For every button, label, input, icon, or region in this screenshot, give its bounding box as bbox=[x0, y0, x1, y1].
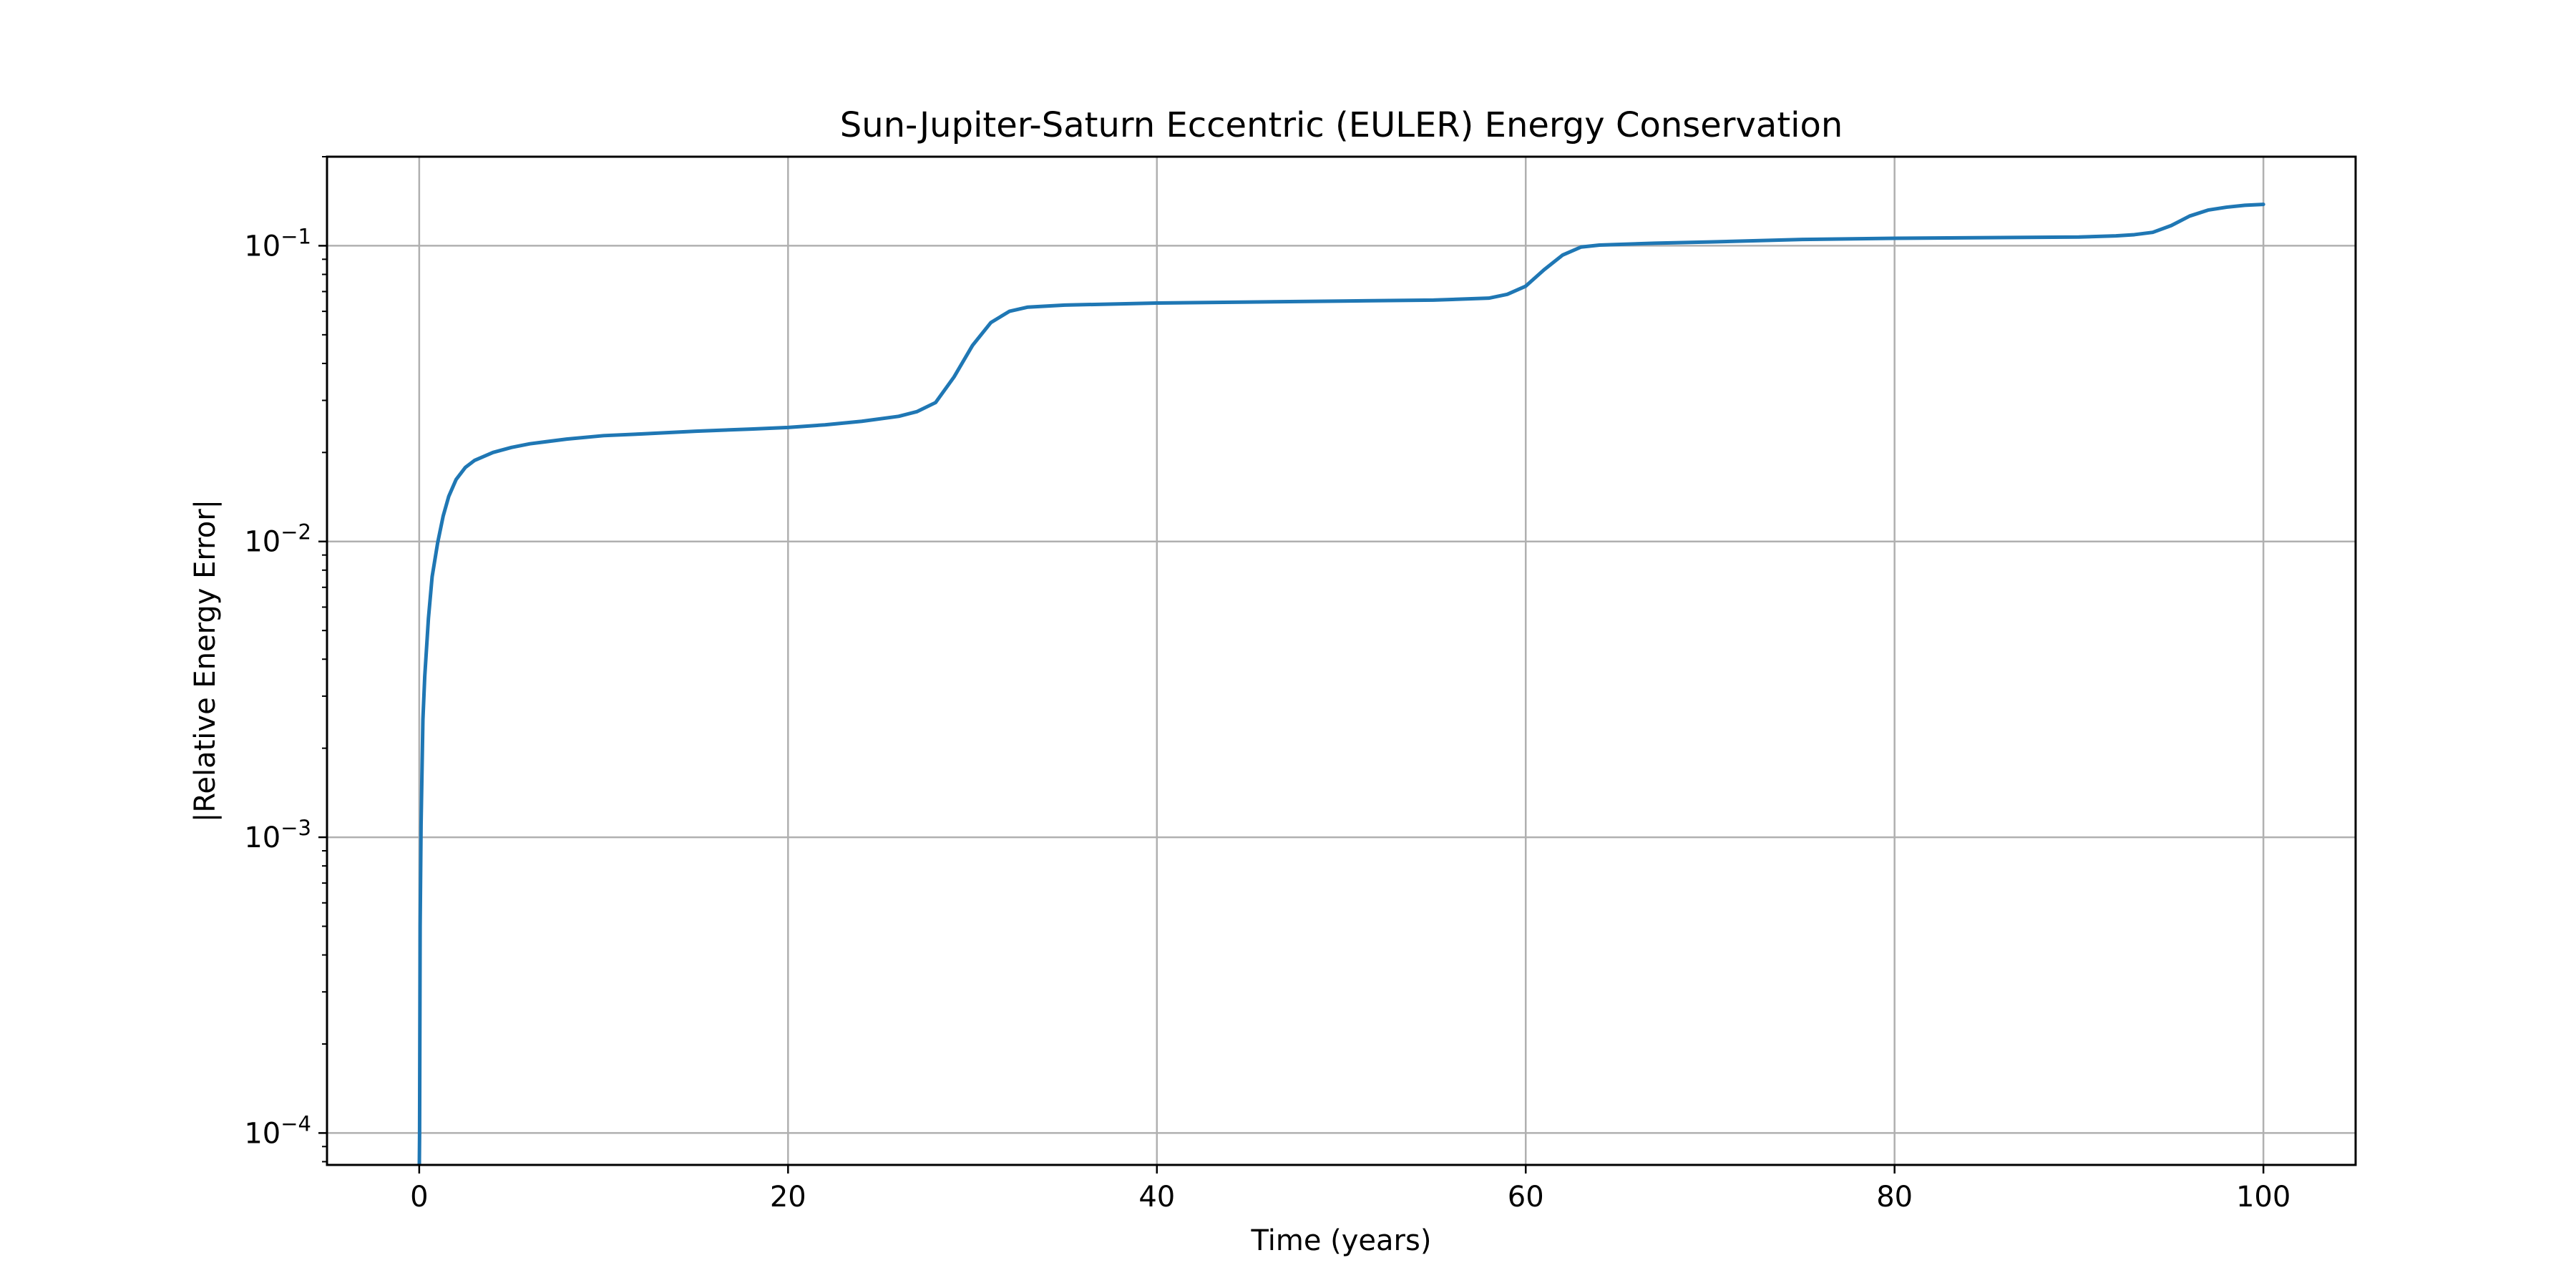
x-tick-label: 60 bbox=[1508, 1181, 1544, 1214]
x-tick-label: 20 bbox=[770, 1181, 806, 1214]
x-tick-label: 0 bbox=[410, 1181, 428, 1214]
y-tick-label: 10−4 bbox=[244, 1111, 311, 1150]
y-tick-label-exponent: −4 bbox=[280, 1111, 311, 1136]
grid bbox=[327, 157, 2356, 1165]
x-tick-label: 100 bbox=[2236, 1181, 2290, 1214]
y-tick-label-exponent: −3 bbox=[280, 816, 311, 840]
y-tick-label-base: 10 bbox=[244, 230, 280, 263]
y-tick-label: 10−2 bbox=[244, 520, 311, 559]
x-tick-label: 80 bbox=[1876, 1181, 1913, 1214]
y-tick-label-base: 10 bbox=[244, 526, 280, 559]
y-tick-label-exponent: −2 bbox=[280, 520, 311, 545]
chart-title: Sun-Jupiter-Saturn Eccentric (EULER) Ene… bbox=[840, 105, 1843, 145]
y-tick-label-base: 10 bbox=[244, 1117, 280, 1150]
y-tick-label: 10−1 bbox=[244, 224, 311, 263]
series-line bbox=[417, 203, 2265, 1165]
axes-frame bbox=[326, 155, 2357, 1166]
y-axis-label: |Relative Energy Error| bbox=[189, 499, 222, 822]
x-tick-label: 40 bbox=[1138, 1181, 1175, 1214]
y-tick-label: 10−3 bbox=[244, 816, 311, 854]
y-tick-label-base: 10 bbox=[244, 821, 280, 854]
x-axis-label: Time (years) bbox=[1251, 1224, 1432, 1257]
series-layer bbox=[417, 203, 2265, 1165]
y-tick-label-exponent: −1 bbox=[280, 224, 311, 248]
